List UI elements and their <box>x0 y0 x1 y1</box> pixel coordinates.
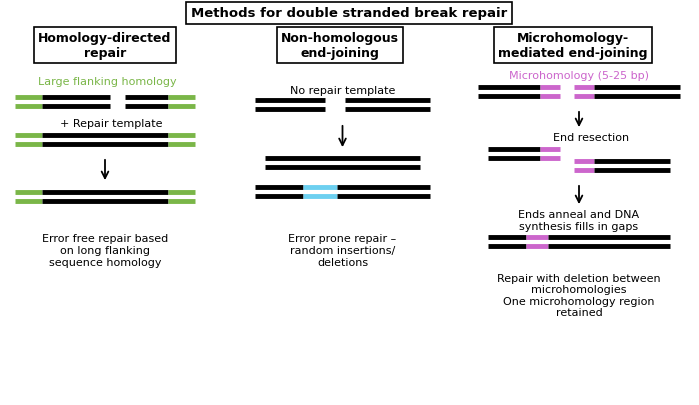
Text: Non-homologous
end-joining: Non-homologous end-joining <box>281 32 399 60</box>
Text: Repair with deletion between
microhomologies
One microhomology region
retained: Repair with deletion between microhomolo… <box>497 273 661 318</box>
Text: Large flanking homology: Large flanking homology <box>38 77 176 87</box>
Text: + Repair template: + Repair template <box>60 119 162 129</box>
Text: Homology-directed
repair: Homology-directed repair <box>38 32 172 60</box>
Text: Microhomology-
mediated end-joining: Microhomology- mediated end-joining <box>498 32 648 60</box>
Text: No repair template: No repair template <box>290 86 395 96</box>
Text: Microhomology (5-25 bp): Microhomology (5-25 bp) <box>509 71 649 81</box>
Text: Error prone repair –
random insertions/
deletions: Error prone repair – random insertions/ … <box>289 234 396 267</box>
Text: Ends anneal and DNA
synthesis fills in gaps: Ends anneal and DNA synthesis fills in g… <box>519 210 640 231</box>
Text: End resection: End resection <box>553 133 629 143</box>
Text: Methods for double stranded break repair: Methods for double stranded break repair <box>191 7 507 20</box>
Text: Error free repair based
on long flanking
sequence homology: Error free repair based on long flanking… <box>42 234 168 267</box>
